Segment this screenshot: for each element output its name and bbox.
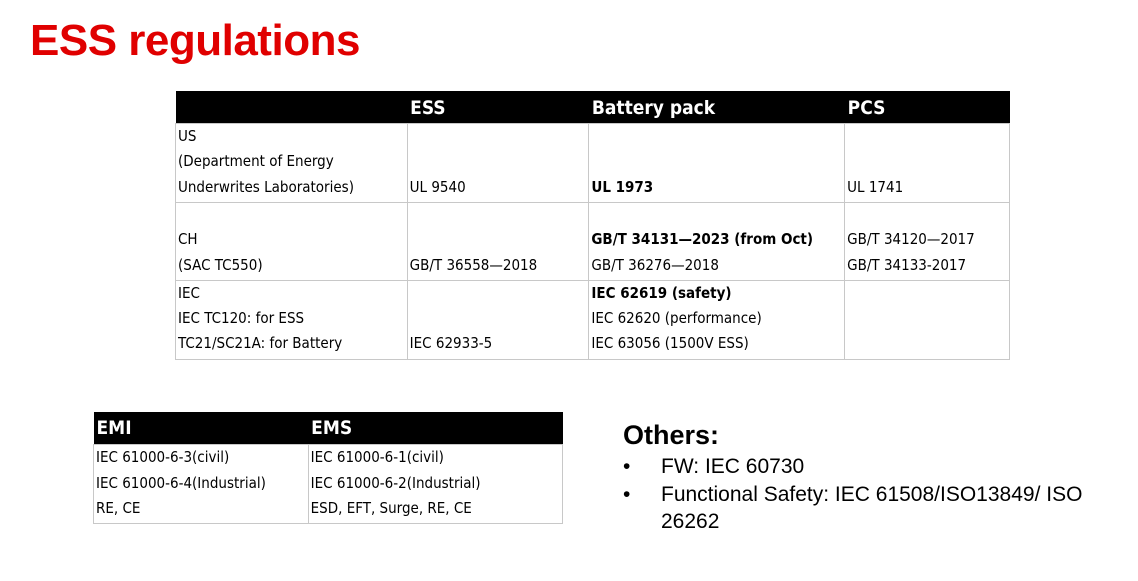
table-cell: UL 1741 bbox=[844, 123, 1010, 203]
table-header-row: ESS Battery pack PCS bbox=[175, 91, 1010, 124]
cell-line: GB/T 34131—2023 (from Oct) bbox=[591, 230, 814, 249]
cell-line: IEC 61000-6-4(Industrial) bbox=[96, 473, 266, 492]
cell-line: GB/T 34120—2017 bbox=[847, 230, 975, 249]
table-row: CH (SAC TC550) GB/T 36558—2018 GB/T 34131—2… bbox=[175, 201, 1010, 281]
cell-line: UL 1741 bbox=[847, 177, 904, 196]
cell-line: CH bbox=[178, 230, 198, 249]
cell-line: US bbox=[178, 127, 197, 145]
cell-line: GB/T 34133-2017 bbox=[847, 255, 967, 274]
bullet-icon: • bbox=[623, 455, 631, 478]
cell-line: GB/T 36276—2018 bbox=[591, 255, 719, 274]
cell-line: IEC 61000-6-3(civil) bbox=[96, 448, 230, 466]
table-cell: IEC 61000-6-1(civil) IEC 61000-6-2(Indust… bbox=[307, 444, 564, 524]
cell-line: ESD, EFT, Surge, RE, CE bbox=[310, 499, 472, 517]
table-cell: GB/T 36558—2018 bbox=[406, 201, 590, 281]
cell-line: IEC bbox=[178, 283, 200, 302]
others-list: • FW: IEC 60730 • Functional Safety: IEC 6… bbox=[623, 453, 1091, 536]
header-ess: ESS bbox=[407, 91, 589, 124]
cell-line: IEC 63056 (1500V ESS) bbox=[591, 334, 749, 353]
cell-line: GB/T 36558—2018 bbox=[409, 255, 538, 274]
list-item-text: FW: IEC 60730 bbox=[661, 455, 805, 478]
cell-line: IEC 62619 (safety) bbox=[591, 283, 732, 302]
cell-line: UL 9540 bbox=[409, 177, 466, 196]
cell-line: IEC 61000-6-2(Industrial) bbox=[310, 473, 481, 492]
header-region bbox=[175, 91, 408, 124]
cell-line: IEC 62620 (performance) bbox=[591, 309, 762, 328]
list-item-text: Functional Safety: IEC 61508/ISO13849/ I… bbox=[661, 482, 1083, 534]
table-cell: IEC 61000-6-3(civil) IEC 61000-6-4(Indust… bbox=[93, 444, 309, 524]
list-item: • Functional Safety: IEC 61508/ISO13849/ … bbox=[623, 481, 1091, 536]
bullet-icon: • bbox=[623, 482, 631, 506]
header-battery-pack: Battery pack bbox=[588, 91, 845, 124]
table-cell: GB/T 34131—2023 (from Oct) GB/T 36276—201… bbox=[588, 201, 846, 281]
header-emi: EMI bbox=[93, 412, 309, 445]
list-item: • FW: IEC 60730 bbox=[623, 453, 1091, 481]
table-cell: IEC 62933-5 bbox=[406, 279, 590, 360]
cell-line: UL 1973 bbox=[591, 177, 654, 196]
others-heading: Others: bbox=[623, 420, 720, 450]
header-ems: EMS bbox=[308, 412, 563, 445]
emc-table: EMI EMS IEC 61000-6-3(civil) IEC 61000-6-… bbox=[93, 412, 564, 524]
cell-line: IEC 62933-5 bbox=[409, 334, 493, 353]
others-section: Others: • FW: IEC 60730 • Functional Safet… bbox=[623, 420, 1091, 536]
slide-title: ESS regulations bbox=[30, 16, 360, 65]
table-row: IEC 61000-6-3(civil) IEC 61000-6-4(Indust… bbox=[93, 444, 564, 524]
table-cell: IEC 62619 (safety) IEC 62620 (performance… bbox=[588, 279, 846, 360]
table-cell: US (Department of Energy Underwrites Labor… bbox=[175, 123, 408, 203]
cell-line: (SAC TC550) bbox=[178, 255, 263, 274]
cell-line: TC21/SC21A: for Battery bbox=[178, 334, 343, 353]
table-row: IEC IEC TC120: for ESS TC21/SC21A: for Bat… bbox=[175, 279, 1010, 360]
cell-line: IEC 61000-6-1(civil) bbox=[310, 448, 444, 466]
cell-line: RE, CE bbox=[96, 499, 141, 517]
table-header-row: EMI EMS bbox=[93, 412, 563, 445]
header-pcs: PCS bbox=[844, 91, 1010, 124]
cell-line: Underwrites Laboratories) bbox=[178, 177, 354, 196]
regulations-table: ESS Battery pack PCS US (Department of En… bbox=[175, 91, 1010, 360]
table-cell: UL 9540 bbox=[406, 123, 590, 203]
cell-line: IEC TC120: for ESS bbox=[178, 309, 305, 328]
table-cell bbox=[844, 279, 1010, 360]
table-cell: IEC IEC TC120: for ESS TC21/SC21A: for Bat… bbox=[175, 279, 408, 360]
table-cell: UL 1973 bbox=[588, 123, 846, 203]
table-row: US (Department of Energy Underwrites Labor… bbox=[175, 123, 1010, 203]
table-cell: CH (SAC TC550) bbox=[175, 201, 408, 281]
table-cell: GB/T 34120—2017 GB/T 34133-2017 bbox=[844, 201, 1010, 281]
cell-line: (Department of Energy bbox=[178, 152, 334, 171]
